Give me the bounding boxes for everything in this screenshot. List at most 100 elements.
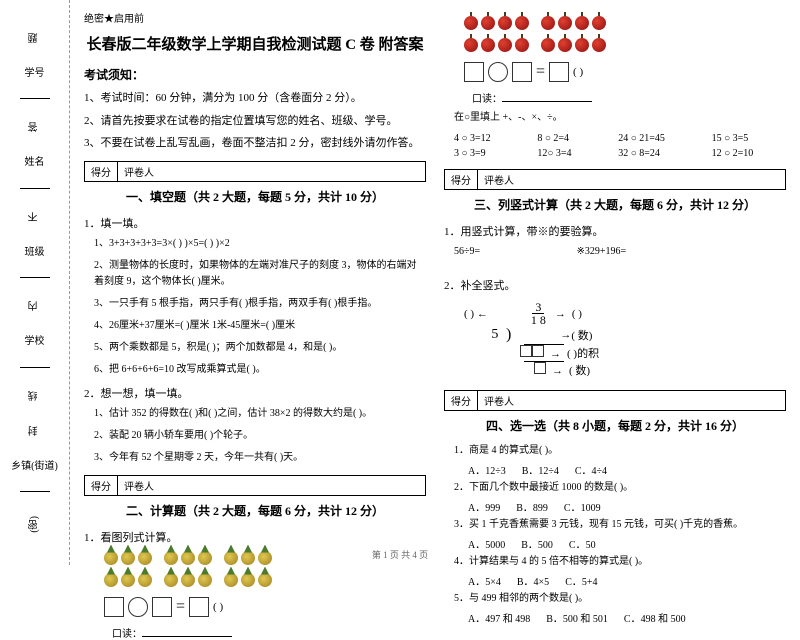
- pineapple-icon: [121, 573, 135, 587]
- apple-icon: [541, 16, 555, 30]
- equation-boxes: = ( ): [464, 62, 786, 82]
- koushu-label: 口读：: [472, 90, 786, 105]
- score-box: 得分 评卷人: [444, 390, 786, 411]
- apple-icon: [558, 16, 572, 30]
- pineapple-row: [104, 573, 426, 587]
- mc-choices: A．497 和 498B．500 和 501C．498 和 500: [468, 610, 786, 625]
- q-item: 1、3+3+3+3+3=3×( ) )×5=( ) )×2: [94, 236, 426, 252]
- score-cell: 评卷人: [478, 391, 520, 410]
- q-item: 4、26厘米+37厘米=( )厘米 1米-45厘米=( )厘米: [94, 318, 426, 334]
- notice-item: 3、不要在试卷上乱写乱画，卷面不整洁扣 2 分，密封线外请勿作答。: [84, 135, 426, 152]
- blank-square: [189, 597, 209, 617]
- equation-boxes: = ( ): [104, 597, 426, 617]
- left-column: 绝密★启用前 长春版二年级数学上学期自我检测试题 C 卷 附答案 考试须知： 1…: [84, 10, 426, 561]
- score-cell: 得分: [85, 476, 118, 495]
- right-column: = ( ) 口读： 在○里填上 +、-、×、÷。 4 ○ 3=12 8 ○ 2=…: [444, 10, 786, 561]
- pineapple-icon: [138, 573, 152, 587]
- side-hint: 内: [27, 301, 42, 311]
- blank-circle: [488, 62, 508, 82]
- apple-icon: [592, 16, 606, 30]
- apple-icon: [541, 38, 555, 52]
- side-hint: 不: [27, 212, 42, 222]
- apple-row: [464, 16, 786, 30]
- grid-cell: 3 ○ 3=9: [454, 148, 523, 159]
- section-4-title: 四、选一选（共 8 小题，每题 2 分，共计 16 分）: [444, 417, 786, 434]
- page: 题 学号 答 姓名 不 班级 内 学校 线 封 乡镇(街道) (密) 绝密★启用…: [0, 0, 800, 565]
- score-cell: 得分: [445, 391, 478, 410]
- blank-line: [502, 101, 592, 102]
- mc-q: 1．商是 4 的算式是( )。: [454, 443, 786, 459]
- q-item: 1、估计 352 的得数在( )和( )之间，估计 38×2 的得数大约是( )…: [94, 406, 426, 422]
- apple-icon: [558, 38, 572, 52]
- pineapple-icon: [258, 573, 272, 587]
- pineapple-icon: [104, 573, 118, 587]
- grid-cell: 12○ 3=4: [537, 148, 604, 159]
- notice-item: 2、请首先按要求在试卷的指定位置填写您的姓名、班级、学号。: [84, 113, 426, 130]
- calc-row: 56÷9= ※329+196=: [454, 244, 786, 260]
- binding-sideband: 题 学号 答 姓名 不 班级 内 学校 线 封 乡镇(街道) (密): [0, 0, 70, 565]
- notice-head: 考试须知：: [84, 66, 426, 83]
- mc-choices: A．5×4B．4×5C．5+4: [468, 573, 786, 588]
- q-head: 1．用竖式计算，带※的要验算。: [444, 223, 786, 239]
- q-head: 2．想一想，填一填。: [84, 385, 426, 401]
- apple-icon: [592, 38, 606, 52]
- q-item: 3、今年有 52 个星期零 2 天，今年一共有( )天。: [94, 450, 426, 466]
- score-cell: 评卷人: [118, 476, 160, 495]
- side-hint: 线: [27, 391, 42, 401]
- side-label: 乡镇(街道): [11, 457, 58, 472]
- side-line: [20, 98, 50, 99]
- apple-icon: [515, 16, 529, 30]
- score-cell: 得分: [445, 170, 478, 189]
- side-line: [20, 367, 50, 368]
- page-footer: 第 1 页 共 4 页: [0, 548, 800, 561]
- apple-icon: [515, 38, 529, 52]
- pineapple-icon: [198, 573, 212, 587]
- blank-line: [142, 636, 232, 637]
- score-box: 得分 评卷人: [84, 475, 426, 496]
- score-cell: 评卷人: [118, 162, 160, 181]
- apple-icon: [464, 16, 478, 30]
- blank-square: [152, 597, 172, 617]
- q-head: 1．看图列式计算。: [84, 529, 426, 545]
- side-hint: 答: [27, 122, 42, 132]
- q-head: 2．补全竖式。: [444, 277, 786, 293]
- section-3-title: 三、列竖式计算（共 2 大题，每题 6 分，共计 12 分）: [444, 196, 786, 213]
- blank-square: [104, 597, 124, 617]
- apple-icon: [575, 38, 589, 52]
- blank-circle: [128, 597, 148, 617]
- grid-cell: 15 ○ 3=5: [712, 133, 786, 144]
- q-item: 3、一只手有 5 根手指，两只手有( )根手指，两双手有( )根手指。: [94, 296, 426, 312]
- q-item: 5、两个乘数都是 5，积是( )；两个加数都是 4，和是( )。: [94, 340, 426, 356]
- equals-sign: =: [536, 63, 545, 81]
- paren: ( ): [213, 601, 223, 613]
- vertical-calc-diagram: ( ) ← 31 8 →( ) ) 5 →( 数) →( )的积 →( 数): [464, 301, 786, 378]
- side-hint: (密): [27, 516, 42, 533]
- side-line: [20, 277, 50, 278]
- pineapple-icon: [181, 573, 195, 587]
- side-label: 班级: [25, 243, 45, 258]
- score-box: 得分 评卷人: [84, 161, 426, 182]
- grid-cell: 8 ○ 2=4: [537, 133, 604, 144]
- q-head: 1．填一填。: [84, 215, 426, 231]
- operator-grid: 4 ○ 3=12 8 ○ 2=4 24 ○ 21=45 15 ○ 3=5 3 ○…: [454, 133, 786, 159]
- koushu-label: 口读：: [112, 625, 426, 640]
- grid-cell: 32 ○ 8=24: [618, 148, 697, 159]
- side-hint: 封: [27, 426, 42, 436]
- apple-icon: [498, 38, 512, 52]
- q-item: 6、把 6+6+6+6=10 改写成乘算式是( )。: [94, 362, 426, 378]
- section-2-title: 二、计算题（共 2 大题，每题 6 分，共计 12 分）: [84, 502, 426, 519]
- side-hint: 题: [27, 33, 42, 43]
- side-line: [20, 491, 50, 492]
- q-item: 2、测量物体的长度时，如果物体的左端对准尺子的刻度 3，物体的右端对着刻度 9，…: [94, 258, 426, 290]
- mc-q: 2．下面几个数中最接近 1000 的数是( )。: [454, 480, 786, 496]
- side-label: 姓名: [25, 153, 45, 168]
- apple-icon: [481, 38, 495, 52]
- apple-icon: [481, 16, 495, 30]
- score-cell: 得分: [85, 162, 118, 181]
- side-label: 学号: [25, 64, 45, 79]
- blank-square: [549, 62, 569, 82]
- mc-choices: A．999B．899C．1009: [468, 499, 786, 514]
- apple-row: [464, 38, 786, 52]
- section-1-title: 一、填空题（共 2 大题，每题 5 分，共计 10 分）: [84, 188, 426, 205]
- grid-cell: 24 ○ 21=45: [618, 133, 697, 144]
